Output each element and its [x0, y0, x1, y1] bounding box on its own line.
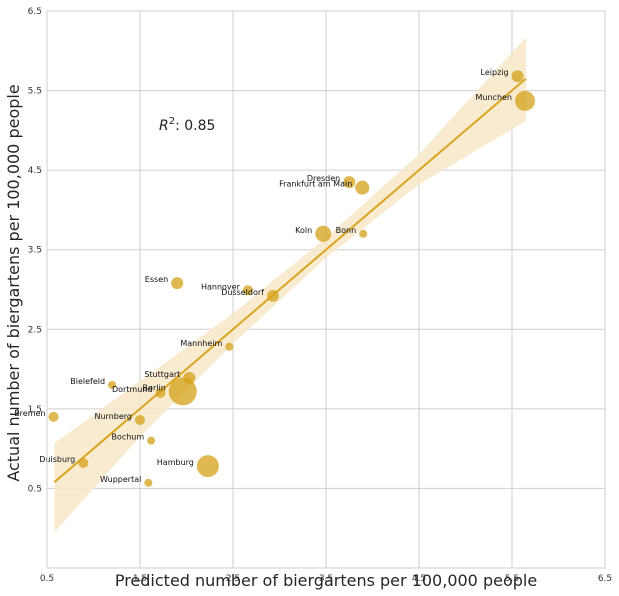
- point-label: Essen: [145, 275, 168, 284]
- point-label: Bonn: [336, 226, 357, 235]
- point-hamburg: [196, 455, 219, 478]
- point-label: Dortmund: [112, 385, 153, 394]
- x-tick-label: 2.5: [226, 574, 240, 584]
- point-leipzig: [511, 70, 524, 83]
- point-dortmund: [155, 387, 166, 398]
- point-frankfurt-am-main: [355, 180, 370, 195]
- point-label: Frankfurt am Main: [279, 180, 352, 189]
- regression-line: [53, 77, 527, 483]
- y-tick-label: 3.5: [28, 246, 42, 256]
- point-label: Koln: [295, 226, 312, 235]
- plot-frame: [46, 10, 606, 569]
- y-tick-label: 5.5: [28, 87, 42, 97]
- point-berlin: [168, 377, 197, 406]
- point-nurnberg: [135, 414, 145, 425]
- point-bremen: [48, 411, 59, 422]
- point-label: Munchen: [476, 93, 513, 102]
- x-axis-label: Predicted number of biergartens per 100,…: [115, 571, 537, 590]
- point-label: Bremen: [14, 409, 45, 418]
- point-bochum: [147, 436, 156, 445]
- point-hannover: [242, 285, 253, 296]
- point-label: Berlin: [143, 383, 166, 392]
- point-label: Bielefeld: [70, 377, 105, 386]
- x-tick-label: 1.5: [133, 574, 147, 584]
- point-label: Dusseldorf: [221, 288, 264, 297]
- x-tick-label: 3.5: [319, 574, 333, 584]
- point-dresden: [343, 176, 356, 189]
- point-label: Hamburg: [157, 458, 194, 467]
- point-munchen: [515, 90, 536, 111]
- x-tick-label: 5.5: [505, 574, 519, 584]
- y-tick-label: 4.5: [28, 166, 42, 176]
- point-label: Dresden: [307, 174, 340, 183]
- point-wuppertal: [144, 478, 153, 487]
- point-duisburg: [78, 457, 89, 468]
- point-label: Wuppertal: [100, 475, 141, 484]
- x-tick-label: 6.5: [598, 574, 612, 584]
- point-label: Stuttgart: [144, 370, 180, 379]
- point-label: Duisburg: [39, 455, 75, 464]
- point-koln: [315, 225, 332, 242]
- y-axis-label: Actual number of biergartens per 100,000…: [4, 84, 23, 481]
- data-points: [48, 70, 536, 487]
- point-label: Nurnberg: [95, 412, 133, 421]
- point-bonn: [359, 229, 368, 238]
- r-squared-symbol: R: [159, 118, 169, 134]
- x-tick-label: 4.5: [412, 574, 426, 584]
- point-dusseldorf: [266, 289, 279, 302]
- y-tick-label: 1.5: [28, 405, 42, 415]
- y-tick-label: 0.5: [28, 484, 42, 494]
- y-tick-label: 2.5: [28, 325, 42, 335]
- x-tick-labels: 0.5 1.5 2.5 3.5 4.5 5.5 6.5: [40, 574, 612, 584]
- y-tick-label: 6.5: [28, 7, 42, 17]
- y-tick-labels: 0.5 1.5 2.5 3.5 4.5 5.5 6.5: [28, 7, 42, 494]
- point-essen: [171, 277, 184, 290]
- point-mannheim: [225, 342, 234, 351]
- point-label: Hannover: [201, 282, 241, 291]
- point-label: Bochum: [111, 433, 144, 442]
- r-squared-value: : 0.85: [175, 118, 215, 134]
- r-squared-annotation: R2: 0.85: [159, 116, 215, 134]
- point-label: Mannheim: [180, 339, 222, 348]
- point-bielefeld: [108, 380, 117, 389]
- point-label: Leipzig: [481, 68, 509, 77]
- x-tick-label: 0.5: [40, 574, 54, 584]
- r-squared-exponent: 2: [169, 116, 175, 127]
- confidence-band: [54, 37, 527, 533]
